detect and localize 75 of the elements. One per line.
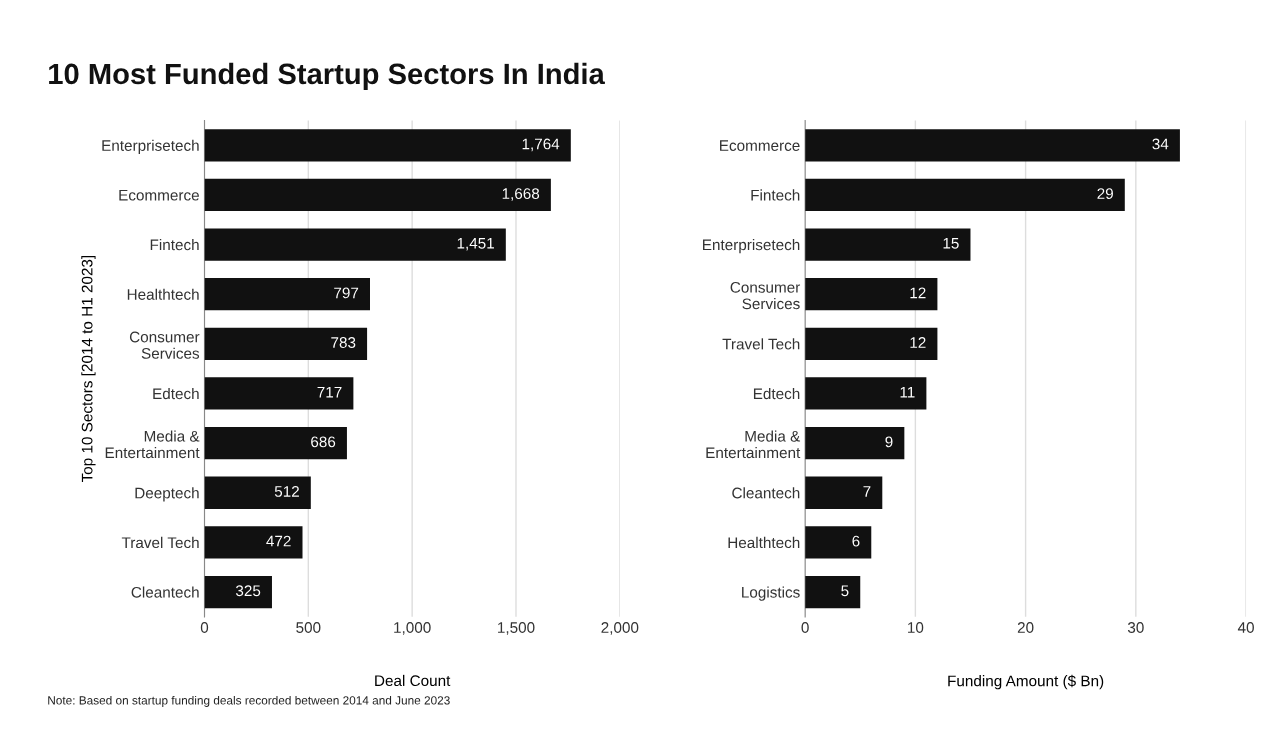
y-tick-label: Edtech	[153, 387, 199, 400]
bar	[805, 228, 971, 261]
bar	[204, 228, 506, 261]
y-tick-label: Fintech	[751, 189, 800, 201]
x-tick-label: 10	[908, 622, 924, 633]
x-tick-label: 1,500	[498, 622, 535, 635]
bar	[805, 178, 1125, 212]
y-tick-label: Consumer Services	[730, 281, 801, 310]
data-label: 797	[334, 287, 359, 299]
y-tick-label: Cleantech	[131, 586, 199, 598]
text: Note: Based on startup funding deals recorded between 2014 and June 2023	[48, 695, 450, 707]
chart-title: 10 Most Funded Startup Sectors In India	[49, 62, 605, 90]
bar	[805, 377, 927, 410]
data-label: 6	[852, 535, 860, 547]
bar	[805, 129, 1180, 162]
bar	[204, 327, 368, 360]
data-label: 29	[1097, 188, 1113, 200]
x-tick-label: 0	[801, 622, 809, 633]
data-label: 12	[910, 287, 926, 299]
data-label: 5	[841, 585, 849, 597]
x-axis-title: Funding Amount ($ Bn)	[948, 674, 1104, 690]
y-tick-label: Edtech	[753, 387, 800, 400]
bar	[204, 377, 354, 410]
x-tick-label: 0	[200, 622, 209, 633]
bar	[805, 575, 861, 609]
bar	[204, 575, 272, 609]
y-tick-label: Travel Tech	[722, 338, 800, 350]
data-label: 472	[266, 535, 291, 547]
y-tick-label: Media & Entertainment	[105, 430, 200, 459]
y-tick-label: Healthtech	[728, 536, 800, 549]
y-tick-label: Ecommerce	[119, 189, 199, 201]
data-label: 7	[863, 486, 871, 497]
x-tick-label: 2,000	[601, 622, 639, 635]
bar	[805, 426, 905, 460]
data-label: 12	[910, 337, 926, 348]
bar	[204, 129, 571, 162]
data-label: 512	[274, 486, 299, 497]
x-tick-label: 20	[1017, 622, 1034, 633]
x-axis-title: Deal Count	[375, 674, 451, 687]
y-tick-label: Ecommerce	[720, 140, 800, 151]
y-tick-label: Cleantech	[732, 487, 800, 499]
bar	[805, 327, 938, 360]
y-tick-label: Media & Entertainment	[706, 430, 801, 459]
bar	[805, 278, 938, 311]
y-tick-label: Enterprisetech	[703, 239, 800, 254]
data-label: 325	[235, 585, 261, 597]
data-label: 11	[900, 386, 915, 398]
x-tick-label: 40	[1237, 622, 1254, 633]
data-label: 1,668	[502, 188, 540, 201]
bar	[204, 178, 551, 212]
bar	[805, 476, 883, 509]
y-tick-label: Consumer Services	[129, 331, 200, 359]
data-label: 1,764	[522, 138, 560, 152]
bar	[204, 278, 370, 311]
y-tick-label: Fintech	[150, 239, 199, 251]
x-tick-label: 500	[296, 622, 321, 633]
bar	[204, 476, 311, 509]
x-tick-label: 30	[1127, 622, 1144, 633]
data-label: 15	[943, 237, 959, 249]
data-label: 34	[1152, 138, 1169, 150]
y-tick-label: Enterprisetech	[102, 139, 199, 154]
y-tick-label: Deeptech	[135, 487, 199, 502]
y-tick-label: Healthtech	[127, 288, 199, 300]
data-label: 783	[331, 337, 356, 348]
data-label: 686	[311, 436, 336, 448]
data-label: 9	[885, 436, 893, 448]
y-tick-label: Logistics	[742, 586, 800, 601]
data-label: 1,451	[457, 237, 494, 251]
data-label: 717	[317, 386, 342, 398]
x-tick-label: 1,000	[394, 622, 431, 635]
bar	[805, 526, 872, 559]
y-axis-title: Top 10 Sectors [2014 to H1 2023]	[81, 255, 96, 483]
bar	[204, 426, 347, 460]
y-tick-label: Travel Tech	[121, 536, 199, 549]
bar	[204, 526, 303, 559]
